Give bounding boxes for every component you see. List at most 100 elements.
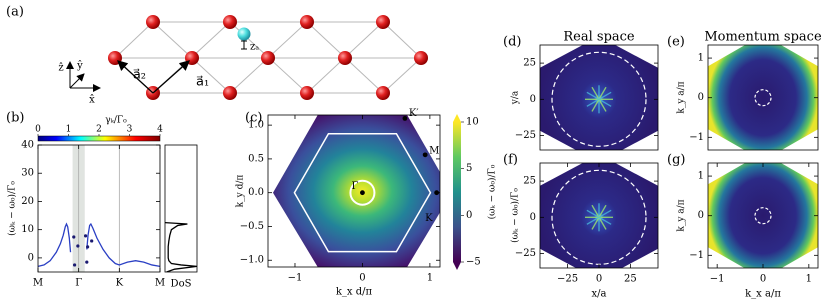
colorbar-tick-label: 1 bbox=[66, 125, 72, 135]
panel: −25 0 25(d) Real space y/a bbox=[503, 30, 659, 151]
brillouin-zone bbox=[293, 133, 432, 253]
z-axis-label: ẑ bbox=[58, 63, 63, 74]
x-axis-label: x/a bbox=[592, 289, 607, 300]
axes-frame bbox=[164, 144, 198, 273]
a2-label: a⃗₂ bbox=[133, 68, 146, 83]
y-tick-label: 20 bbox=[21, 196, 34, 207]
data-point bbox=[90, 239, 94, 243]
cutoff-circle bbox=[754, 207, 772, 225]
panel: −1 0 1 (e) Momentum space k_y a/π bbox=[667, 30, 822, 151]
y-tick-label: 0 bbox=[530, 212, 536, 223]
colorbar-label: γₖ/Γ₀ bbox=[105, 116, 127, 126]
y-tick-label: 0.5 bbox=[248, 153, 264, 164]
panel-label: (g) bbox=[667, 153, 685, 168]
panel-label: (a) bbox=[6, 5, 24, 20]
y-axis-label: k_y d/π bbox=[236, 175, 246, 208]
colorbar-extend bbox=[453, 262, 461, 270]
y-axis-label: k_y a/π bbox=[677, 199, 687, 231]
panel-label: (d) bbox=[503, 35, 521, 50]
plot-area bbox=[540, 163, 658, 268]
k-point bbox=[422, 152, 428, 158]
data-point bbox=[85, 260, 89, 264]
y-axis-label: (ωₖ − ω₀)/Γ₀ bbox=[510, 188, 521, 243]
panel-label: (c) bbox=[245, 111, 262, 126]
colorbar-tick-label: 10 bbox=[466, 117, 479, 128]
x-tick-label: M bbox=[155, 278, 165, 289]
plot-area bbox=[540, 45, 658, 150]
y-axis-label: ŷ bbox=[76, 61, 83, 72]
y-tick-label: −1 bbox=[689, 132, 704, 143]
y-tick-label: −25 bbox=[515, 130, 536, 141]
x-axis-label: DoS bbox=[171, 279, 192, 290]
lattice-diagram: (a) zₐ a⃗₂ a⃗₁ ẑ ŷ bbox=[6, 5, 428, 106]
heatmap bbox=[708, 45, 818, 150]
axes-frame bbox=[267, 114, 441, 268]
x-tick-label: 25 bbox=[624, 274, 637, 285]
y-tick-label: 0.0 bbox=[248, 187, 264, 198]
displaced-site bbox=[237, 27, 251, 41]
y-tick-label: 25 bbox=[523, 58, 536, 69]
x-tick-label: −1 bbox=[288, 273, 303, 284]
colorbar-tick-label: 2 bbox=[96, 125, 102, 135]
data-line bbox=[38, 222, 160, 268]
za-label: zₐ bbox=[250, 42, 259, 53]
data-point bbox=[83, 234, 88, 238]
panel-label: (e) bbox=[667, 35, 685, 50]
colorbar-label: (ωₖ − ω₀)/Γ₀ bbox=[487, 164, 498, 219]
plot-area bbox=[272, 115, 440, 267]
axis-triad bbox=[66, 61, 101, 92]
x-tick-label: K bbox=[116, 278, 124, 289]
y-tick-label: 0 bbox=[698, 92, 704, 103]
field-streak bbox=[586, 209, 612, 225]
k-point-label: K bbox=[425, 213, 433, 224]
k-point-label: M bbox=[429, 145, 439, 156]
x-tick-label: Γ bbox=[75, 278, 82, 289]
cutoff-circle bbox=[754, 89, 772, 107]
colorbar bbox=[37, 135, 161, 142]
y-axis-label: (ωₖ − ω₀)/Γ₀ bbox=[7, 181, 18, 236]
x-tick-label: M bbox=[33, 278, 43, 289]
k-point-label: K′ bbox=[409, 108, 419, 119]
heatmap bbox=[708, 163, 818, 268]
data-line bbox=[165, 221, 197, 272]
k-point bbox=[402, 115, 408, 121]
y-tick-label: 1 bbox=[698, 171, 704, 182]
y-tick-label: 1.0 bbox=[248, 120, 264, 131]
x-axis-label: k_x a/π bbox=[745, 289, 781, 300]
y-tick-label: 0 bbox=[530, 94, 536, 105]
a1-arrow bbox=[152, 60, 190, 94]
a2-arrow bbox=[117, 60, 154, 94]
x-tick-label: −25 bbox=[557, 274, 578, 285]
y-tick-label: 40 bbox=[21, 140, 34, 151]
colorbar-tick-label: 3 bbox=[127, 125, 133, 135]
panel-label: (f) bbox=[503, 153, 518, 168]
x-tick-label: 1 bbox=[806, 274, 812, 285]
x-tick-label: 0 bbox=[760, 274, 766, 285]
panel: −25 0 25 −25 0 25 (f) x/a (ωₖ − ω₀)/Γ₀ bbox=[503, 153, 659, 300]
panel: Γ K′ M K −1 0 1 −1.0 −0.5 0.0 0.5 1.0(c) k_x d/π k_y … bbox=[236, 108, 498, 298]
y-tick-label: 25 bbox=[523, 176, 536, 187]
y-tick-label: −25 bbox=[515, 248, 536, 259]
plot-area bbox=[38, 145, 160, 272]
x-tick-label: −1 bbox=[710, 274, 725, 285]
axes-frame bbox=[37, 144, 161, 273]
x-tick-label: 0 bbox=[596, 274, 602, 285]
colorbar-tick-label: 0 bbox=[35, 125, 41, 135]
x-tick-label: 1 bbox=[427, 273, 433, 284]
panel: −1 0 1 −1 0 1 (g) k_x a/π k_y a/π bbox=[667, 153, 819, 300]
cutoff-circle bbox=[551, 51, 647, 147]
y-tick-label: −1 bbox=[689, 250, 704, 261]
colorbar bbox=[453, 122, 461, 262]
data-point bbox=[73, 263, 77, 267]
y-tick-label: −0.5 bbox=[240, 221, 264, 232]
k-point bbox=[360, 190, 365, 196]
plot-area bbox=[708, 45, 818, 150]
panel: M Γ K M 0 10 20 30 40 (b) (ωₖ − ω₀)/Γ₀ 0 1 2 3 4 γₖ/Γ₀ bbox=[6, 111, 165, 289]
colorbar-tick-label: 0 bbox=[466, 210, 472, 221]
y-tick-label: −1.0 bbox=[240, 255, 264, 266]
y-tick-label: 0 bbox=[698, 210, 704, 221]
colorbar-tick-label: 4 bbox=[157, 125, 163, 135]
column-title: Real space bbox=[563, 30, 635, 45]
x-tick-label: 0 bbox=[359, 273, 365, 284]
